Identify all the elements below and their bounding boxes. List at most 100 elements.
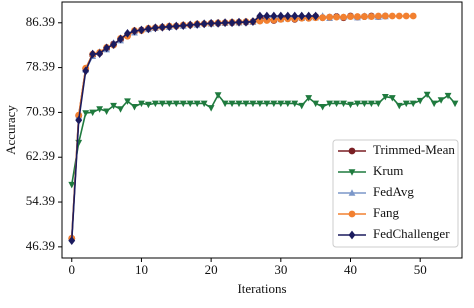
legend-label: Krum [373, 163, 403, 178]
marker [319, 14, 327, 22]
marker [172, 21, 180, 31]
x-tick-label: 40 [344, 262, 357, 277]
marker [228, 100, 236, 108]
marker [291, 11, 299, 21]
marker [193, 19, 201, 29]
marker [263, 11, 271, 21]
marker [158, 22, 166, 32]
marker [103, 108, 110, 115]
marker [409, 12, 417, 20]
y-axis-label: Accuracy [3, 105, 18, 155]
marker [151, 23, 159, 33]
marker [207, 18, 215, 28]
marker [388, 95, 396, 102]
marker [368, 13, 375, 20]
marker [347, 13, 354, 20]
marker [263, 100, 271, 108]
y-tick-label: 62.39 [26, 148, 55, 163]
marker [409, 100, 417, 108]
marker [221, 18, 229, 28]
legend-label: FedAvg [373, 184, 414, 199]
marker [110, 102, 117, 110]
marker [340, 13, 347, 21]
marker [312, 11, 320, 21]
legend-marker [348, 210, 356, 218]
marker [165, 22, 173, 32]
legend-marker [348, 169, 356, 176]
marker [444, 92, 452, 100]
x-axis-label: Iterations [237, 281, 286, 296]
x-tick-label: 20 [205, 262, 218, 277]
marker [145, 24, 152, 34]
marker [395, 102, 403, 110]
marker [319, 104, 327, 111]
marker [270, 11, 278, 21]
marker [165, 100, 173, 108]
marker [256, 11, 264, 21]
legend-label: Trimmed-Mean [373, 142, 455, 157]
legend-marker [348, 147, 356, 155]
marker [312, 100, 320, 108]
marker [340, 100, 347, 108]
legend-label: Fang [373, 205, 400, 220]
marker [354, 100, 361, 108]
marker [89, 49, 97, 59]
legend-marker [348, 230, 356, 240]
marker [361, 13, 368, 20]
marker [284, 100, 292, 108]
marker [82, 110, 90, 117]
marker [402, 12, 410, 20]
marker [89, 109, 97, 117]
marker [103, 43, 110, 53]
marker [75, 115, 83, 125]
marker [235, 100, 243, 108]
marker [291, 100, 299, 108]
marker [333, 100, 340, 108]
marker [381, 93, 389, 101]
marker [200, 100, 208, 108]
marker [388, 12, 396, 20]
y-tick-label: 78.39 [26, 59, 55, 74]
marker [117, 34, 124, 44]
y-tick-label: 86.39 [26, 14, 55, 29]
marker [305, 95, 313, 102]
y-tick-label: 46.39 [26, 238, 55, 253]
legend-marker [348, 189, 356, 196]
marker [430, 100, 438, 108]
marker [451, 100, 459, 108]
marker [186, 20, 194, 30]
marker [200, 19, 208, 29]
marker [277, 100, 285, 108]
marker [96, 49, 104, 58]
marker [256, 100, 264, 108]
marker [242, 100, 250, 108]
marker [158, 100, 166, 108]
legend-label: FedChallenger [373, 226, 450, 241]
marker [110, 40, 117, 49]
marker [402, 100, 410, 108]
plot-frame [61, 1, 463, 259]
marker [298, 11, 306, 21]
marker [326, 13, 333, 21]
marker [145, 101, 152, 109]
marker [305, 11, 313, 21]
marker [96, 106, 104, 113]
marker [186, 100, 194, 108]
marker [138, 25, 145, 35]
y-tick-label: 70.39 [26, 103, 55, 118]
marker [381, 12, 389, 20]
marker [249, 17, 257, 27]
marker [68, 181, 76, 189]
marker [124, 98, 131, 105]
marker [333, 13, 340, 21]
marker [82, 66, 90, 76]
marker [395, 12, 403, 20]
x-tick-label: 0 [69, 262, 76, 277]
marker [193, 100, 201, 108]
marker [151, 100, 159, 108]
marker [235, 17, 243, 27]
marker [277, 11, 285, 21]
marker [374, 100, 382, 108]
marker [437, 97, 445, 104]
x-tick-label: 50 [414, 262, 427, 277]
